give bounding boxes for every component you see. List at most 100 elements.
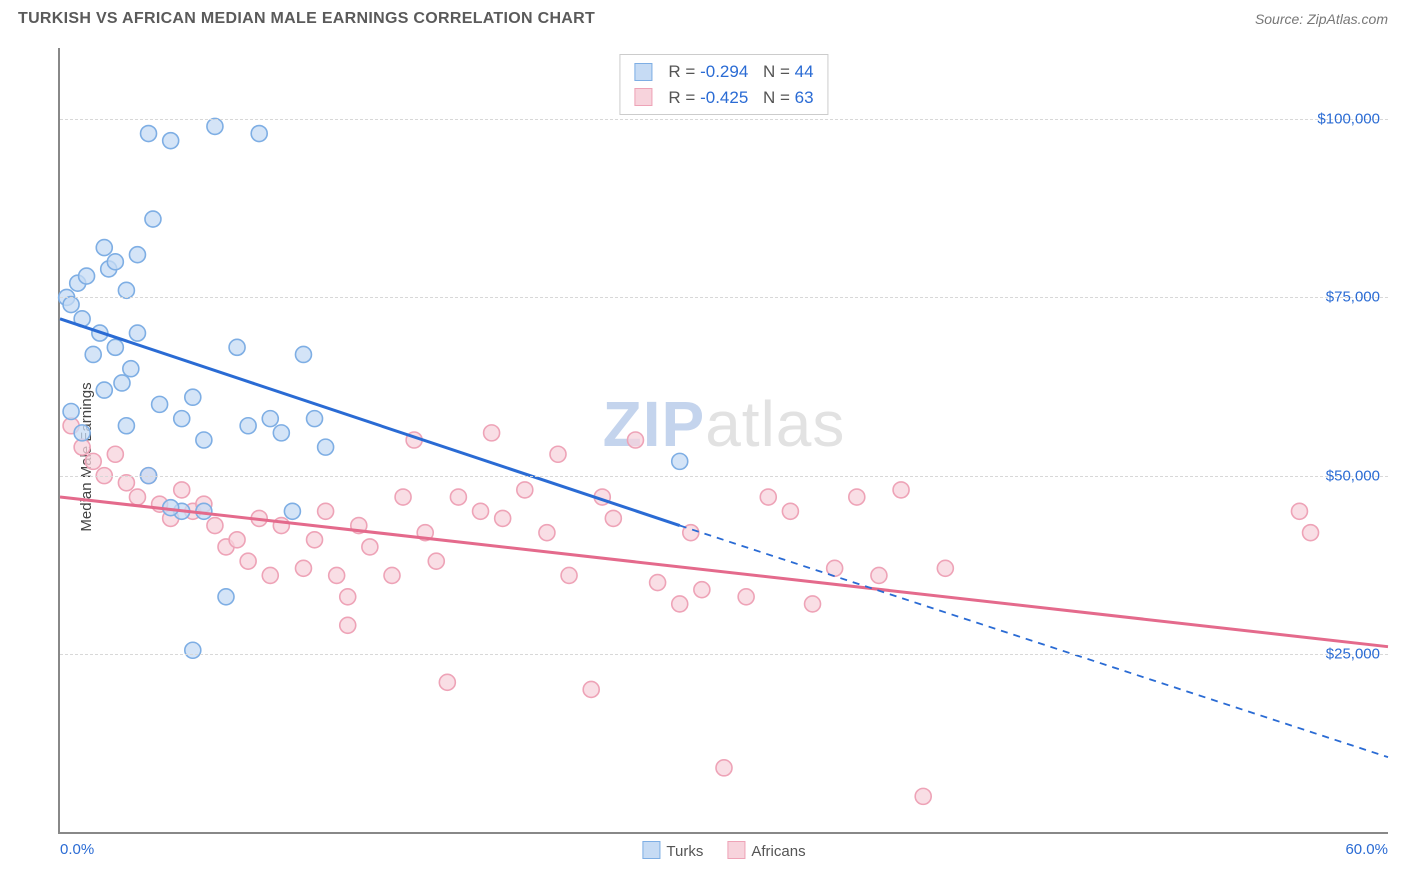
data-point bbox=[484, 425, 500, 441]
data-point bbox=[893, 482, 909, 498]
series-legend: Turks Africans bbox=[642, 841, 805, 860]
data-point bbox=[517, 482, 533, 498]
data-point bbox=[782, 503, 798, 519]
data-point bbox=[716, 760, 732, 776]
data-point bbox=[672, 596, 688, 612]
data-point bbox=[1291, 503, 1307, 519]
data-point bbox=[583, 681, 599, 697]
data-point bbox=[74, 425, 90, 441]
data-point bbox=[63, 297, 79, 313]
data-point bbox=[107, 446, 123, 462]
data-point bbox=[650, 575, 666, 591]
data-point bbox=[96, 382, 112, 398]
source-label: Source: ZipAtlas.com bbox=[1255, 11, 1388, 27]
data-point bbox=[915, 788, 931, 804]
swatch-turks-icon bbox=[642, 841, 660, 859]
data-point bbox=[118, 475, 134, 491]
data-point bbox=[849, 489, 865, 505]
data-point bbox=[118, 282, 134, 298]
data-point bbox=[145, 211, 161, 227]
swatch-africans-icon bbox=[634, 88, 652, 106]
data-point bbox=[672, 453, 688, 469]
data-point bbox=[561, 567, 577, 583]
y-tick-label: $25,000 bbox=[1326, 645, 1380, 662]
data-point bbox=[450, 489, 466, 505]
data-point bbox=[273, 425, 289, 441]
data-point bbox=[539, 525, 555, 541]
data-point bbox=[318, 439, 334, 455]
data-point bbox=[329, 567, 345, 583]
data-point bbox=[185, 389, 201, 405]
svg-layer bbox=[60, 48, 1388, 832]
trend-line bbox=[60, 319, 680, 526]
data-point bbox=[318, 503, 334, 519]
data-point bbox=[163, 133, 179, 149]
data-point bbox=[550, 446, 566, 462]
data-point bbox=[229, 532, 245, 548]
y-tick-label: $75,000 bbox=[1326, 289, 1380, 306]
data-point bbox=[96, 240, 112, 256]
data-point bbox=[229, 339, 245, 355]
data-point bbox=[284, 503, 300, 519]
data-point bbox=[129, 247, 145, 263]
data-point bbox=[141, 126, 157, 142]
data-point bbox=[114, 375, 130, 391]
y-tick-label: $50,000 bbox=[1326, 467, 1380, 484]
data-point bbox=[495, 510, 511, 526]
y-tick-label: $100,000 bbox=[1317, 111, 1380, 128]
data-point bbox=[207, 518, 223, 534]
swatch-turks-icon bbox=[634, 63, 652, 81]
stats-row-africans: R = -0.425 N = 63 bbox=[634, 85, 813, 111]
data-point bbox=[129, 325, 145, 341]
data-point bbox=[871, 567, 887, 583]
data-point bbox=[395, 489, 411, 505]
chart-title: TURKISH VS AFRICAN MEDIAN MALE EARNINGS … bbox=[18, 10, 595, 28]
data-point bbox=[805, 596, 821, 612]
data-point bbox=[428, 553, 444, 569]
data-point bbox=[384, 567, 400, 583]
data-point bbox=[107, 339, 123, 355]
stats-row-turks: R = -0.294 N = 44 bbox=[634, 59, 813, 85]
data-point bbox=[937, 560, 953, 576]
x-tick-label: 0.0% bbox=[60, 841, 94, 858]
data-point bbox=[79, 268, 95, 284]
data-point bbox=[218, 589, 234, 605]
data-point bbox=[1303, 525, 1319, 541]
data-point bbox=[307, 411, 323, 427]
data-point bbox=[694, 582, 710, 598]
swatch-africans-icon bbox=[727, 841, 745, 859]
data-point bbox=[152, 396, 168, 412]
data-point bbox=[362, 539, 378, 555]
data-point bbox=[118, 418, 134, 434]
data-point bbox=[473, 503, 489, 519]
data-point bbox=[207, 118, 223, 134]
trend-line bbox=[680, 526, 1388, 758]
data-point bbox=[262, 411, 278, 427]
trend-line bbox=[60, 497, 1388, 647]
data-point bbox=[760, 489, 776, 505]
data-point bbox=[307, 532, 323, 548]
data-point bbox=[627, 432, 643, 448]
data-point bbox=[738, 589, 754, 605]
data-point bbox=[174, 411, 190, 427]
x-tick-label: 60.0% bbox=[1345, 841, 1388, 858]
data-point bbox=[85, 346, 101, 362]
data-point bbox=[295, 560, 311, 576]
data-point bbox=[129, 489, 145, 505]
data-point bbox=[63, 403, 79, 419]
data-point bbox=[439, 674, 455, 690]
chart-container: Median Male Earnings ZIPatlas R = -0.294… bbox=[18, 40, 1388, 874]
plot-area: ZIPatlas R = -0.294 N = 44 R = -0.425 N … bbox=[58, 48, 1388, 834]
data-point bbox=[85, 453, 101, 469]
data-point bbox=[174, 482, 190, 498]
data-point bbox=[340, 589, 356, 605]
legend-item-africans: Africans bbox=[727, 841, 805, 860]
data-point bbox=[605, 510, 621, 526]
data-point bbox=[185, 642, 201, 658]
data-point bbox=[251, 126, 267, 142]
data-point bbox=[340, 617, 356, 633]
legend-item-turks: Turks bbox=[642, 841, 703, 860]
stats-legend-box: R = -0.294 N = 44 R = -0.425 N = 63 bbox=[619, 54, 828, 115]
data-point bbox=[123, 361, 139, 377]
data-point bbox=[262, 567, 278, 583]
